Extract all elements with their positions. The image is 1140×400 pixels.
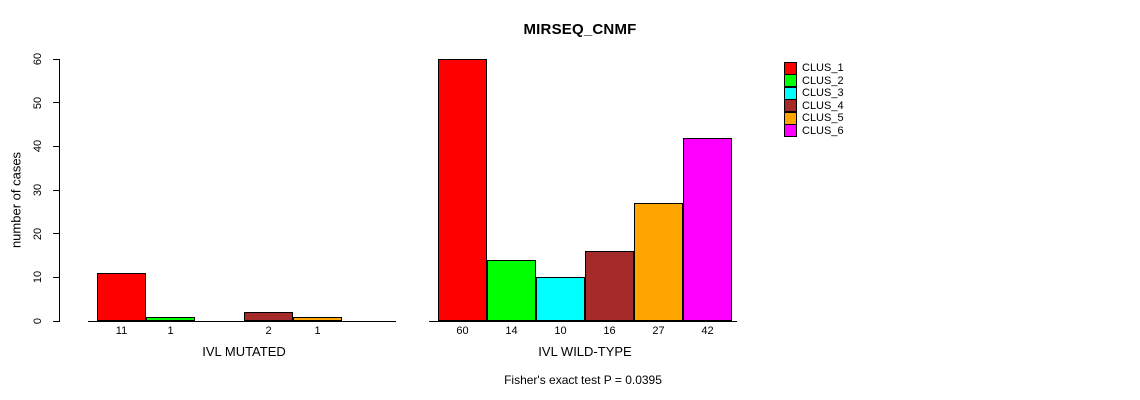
legend-label: CLUS_4 [802, 99, 844, 112]
y-tick [53, 58, 59, 60]
bar-clus-5 [293, 317, 342, 321]
bar-clus-2 [487, 260, 536, 321]
y-tick-label: 60 [32, 52, 44, 66]
legend-row: CLUS_3 [784, 86, 844, 100]
bar-clus-2 [146, 317, 195, 321]
bar-clus-1 [97, 273, 146, 321]
x-baseline [88, 321, 396, 322]
y-tick-label: 50 [32, 96, 44, 109]
legend-swatch [784, 111, 797, 125]
legend-row: CLUS_2 [784, 74, 844, 88]
y-axis-line [59, 59, 60, 322]
bar-value-label: 27 [652, 325, 665, 337]
y-tick-label: 0 [32, 317, 44, 325]
y-tick [53, 320, 59, 322]
y-tick [53, 276, 59, 278]
bar-clus-4 [244, 312, 293, 321]
fisher-test-caption: Fisher's exact test P = 0.0395 [504, 373, 662, 387]
group-label: IVL WILD-TYPE [538, 344, 632, 359]
bar-value-label: 14 [505, 325, 518, 337]
legend-row: CLUS_5 [784, 111, 844, 125]
bar-clus-1 [438, 59, 487, 321]
y-tick [53, 189, 59, 191]
y-tick [53, 233, 59, 235]
bar-clus-5 [634, 203, 683, 321]
y-tick-label: 30 [32, 183, 44, 197]
bar-value-label: 60 [456, 325, 469, 337]
bar-value-label: 16 [603, 325, 616, 337]
y-tick [53, 102, 59, 104]
y-tick [53, 145, 59, 147]
legend-label: CLUS_1 [802, 62, 844, 75]
y-tick-label: 40 [32, 140, 44, 153]
legend-label: CLUS_2 [802, 74, 844, 87]
legend-swatch [784, 61, 797, 75]
y-tick-label: 20 [32, 227, 44, 240]
x-baseline [429, 321, 737, 322]
legend-swatch [784, 74, 797, 88]
bar-value-label: 2 [265, 325, 272, 337]
bar-value-label: 1 [314, 325, 321, 337]
bar-value-label: 10 [554, 325, 567, 337]
legend-label: CLUS_5 [802, 112, 844, 125]
legend-swatch [784, 124, 797, 138]
bar-clus-3 [536, 277, 585, 321]
legend-swatch [784, 99, 797, 113]
legend-swatch [784, 86, 797, 100]
bar-value-label: 42 [701, 325, 714, 337]
group-label: IVL MUTATED [202, 344, 286, 359]
bar-value-label: 11 [115, 325, 128, 337]
bar-clus-4 [585, 251, 634, 321]
chart-title: MIRSEQ_CNMF [523, 21, 637, 38]
legend-row: CLUS_4 [784, 99, 844, 113]
legend-row: CLUS_1 [784, 61, 844, 75]
bar-clus-6 [683, 138, 732, 321]
bar-value-label: 1 [167, 325, 174, 337]
legend-label: CLUS_3 [802, 87, 844, 100]
legend-row: CLUS_6 [784, 124, 844, 138]
y-tick-label: 10 [32, 271, 44, 284]
legend-label: CLUS_6 [802, 124, 844, 137]
